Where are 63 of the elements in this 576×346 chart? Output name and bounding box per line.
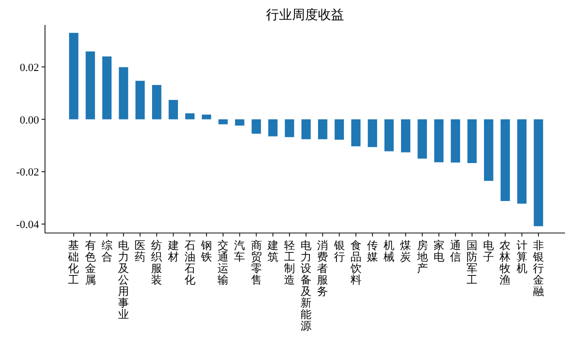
bar: [434, 119, 444, 162]
bar: [334, 119, 344, 140]
y-tick-label: 0.02: [20, 62, 39, 74]
bar: [118, 67, 128, 120]
x-tick-label: 钢铁: [200, 240, 212, 264]
bar: [218, 119, 228, 124]
bar: [252, 119, 261, 134]
bar: [152, 84, 162, 120]
bar: [484, 119, 494, 181]
x-tick-label: 建筑: [266, 239, 278, 264]
bar: [467, 119, 477, 164]
x-tick-label: 基础化工: [67, 239, 80, 286]
bar: [301, 119, 311, 140]
x-tick-label: 机械: [384, 240, 395, 264]
x-tick-label: 有色金属: [84, 240, 96, 286]
x-tick-label: 综合: [101, 239, 112, 264]
bar: [86, 51, 95, 120]
x-tick-label: 银行: [332, 240, 345, 264]
x-tick-label: 商贸零售: [250, 239, 262, 286]
x-tick-label: 交通运输: [218, 239, 229, 286]
x-tick-label: 石油石化: [184, 240, 196, 286]
x-tick-label: 传媒: [366, 240, 378, 264]
x-tick-label: 食品饮料: [349, 240, 362, 286]
x-tick-label: 电力及公用事业: [118, 239, 130, 321]
bar: [351, 119, 361, 146]
bar: [517, 119, 526, 204]
x-tick-label: 建材: [166, 239, 179, 264]
chart-title: 行业周度收益: [266, 7, 344, 22]
x-tick-label: 轻工制造: [284, 240, 295, 286]
y-tick-label: -0.04: [16, 219, 40, 232]
x-tick-label: 计算机: [516, 239, 528, 275]
x-tick-label: 家电: [433, 239, 444, 264]
bar: [235, 119, 244, 126]
bar: [202, 114, 212, 120]
x-tick-label: 汽车: [234, 240, 246, 264]
x-tick-label: 消费者服务: [317, 239, 328, 298]
bar: [401, 119, 410, 152]
x-tick-label: 房地产: [416, 239, 428, 275]
x-tick-label: 通信: [450, 239, 461, 264]
y-tick-label: 0.00: [20, 114, 40, 126]
x-tick-label: 纺织服装: [151, 239, 162, 286]
x-tick-label: 电力设备及新能源: [300, 239, 312, 332]
bar: [368, 119, 378, 148]
bar: [102, 56, 112, 120]
bar: [284, 119, 294, 138]
x-tick-label: 煤炭: [400, 240, 412, 264]
bar: [318, 119, 328, 140]
x-tick-label: 农林牧渔: [498, 240, 511, 286]
bar: [534, 119, 544, 226]
bar: [69, 32, 78, 120]
x-tick-label: 医药: [134, 240, 146, 264]
bar: [418, 119, 427, 159]
bar: [450, 119, 460, 163]
bar: [135, 80, 145, 120]
bar: [185, 113, 195, 120]
bar: [168, 100, 178, 120]
y-tick-label: -0.02: [16, 166, 39, 179]
bar: [500, 119, 510, 202]
bar: [268, 119, 278, 136]
bar: [384, 119, 394, 152]
x-tick-label: 非银行金融: [532, 239, 544, 298]
x-tick-label: 国防军工: [466, 240, 478, 286]
x-tick-label: 电子: [483, 239, 494, 264]
